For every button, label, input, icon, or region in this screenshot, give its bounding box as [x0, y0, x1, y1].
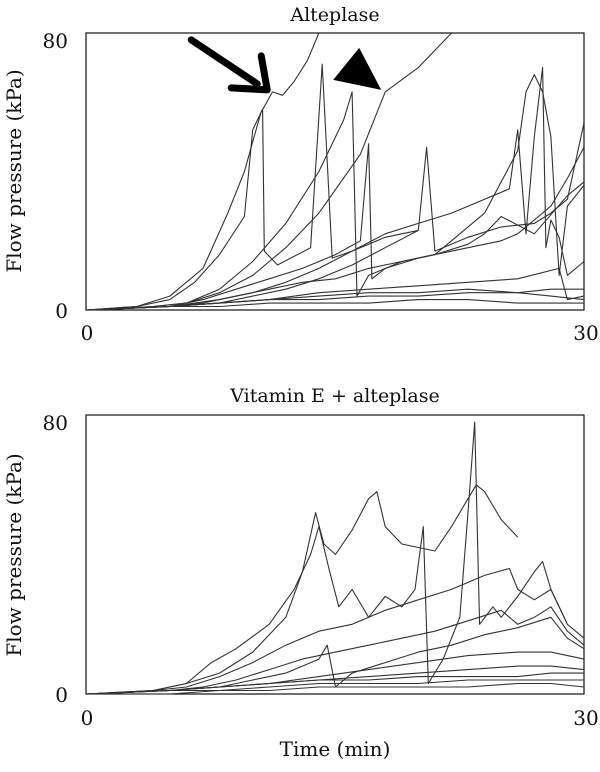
x-tick-label-min: 0 — [81, 706, 94, 730]
chart-panel-vitamin-e-alteplase: Vitamin E + alteplase 80 0 0 30 Flow pre… — [2, 385, 599, 761]
arrow-annotation — [187, 36, 271, 94]
y-tick-label-max: 80 — [43, 411, 68, 435]
series-line-3 — [86, 91, 585, 311]
chart-title: Vitamin E + alteplase — [229, 385, 440, 407]
series-line-8 — [86, 672, 584, 695]
series-line-5 — [86, 616, 585, 695]
series-line-2 — [86, 421, 568, 695]
y-tick-label-min: 0 — [55, 299, 68, 323]
series-line-1 — [86, 484, 519, 695]
series-line-7 — [86, 122, 585, 311]
y-tick-label-max: 80 — [43, 29, 68, 53]
plot-frame — [85, 32, 585, 311]
series-line-12 — [86, 299, 584, 311]
series-line-1 — [86, 32, 320, 311]
series-line-11 — [86, 288, 584, 311]
y-axis-label: Flow pressure (kPa) — [2, 69, 26, 272]
x-tick-label-max: 30 — [573, 321, 598, 345]
series-line-4 — [86, 32, 452, 311]
chart-panel-alteplase: Alteplase 80 0 0 30 Flow pressure (kPa) — [2, 4, 599, 345]
series-line-6 — [86, 651, 585, 695]
x-tick-label-max: 30 — [573, 706, 598, 730]
series-line-9 — [86, 679, 584, 695]
series-line-2 — [86, 63, 419, 311]
series-line-10 — [87, 682, 585, 695]
x-axis-label: Time (min) — [280, 737, 391, 761]
y-axis-label: Flow pressure (kPa) — [2, 453, 26, 656]
series-line-5 — [86, 74, 585, 311]
series-line-8 — [86, 147, 585, 311]
plot-frame — [85, 414, 585, 695]
y-tick-label-min: 0 — [55, 683, 68, 707]
arrowhead-annotation — [333, 47, 382, 90]
series-line-3 — [86, 567, 585, 695]
x-tick-label-min: 0 — [81, 321, 94, 345]
series-line-4 — [86, 606, 585, 695]
series-line-9 — [86, 267, 585, 311]
chart-title: Alteplase — [289, 4, 379, 26]
series-line-6 — [86, 67, 585, 311]
